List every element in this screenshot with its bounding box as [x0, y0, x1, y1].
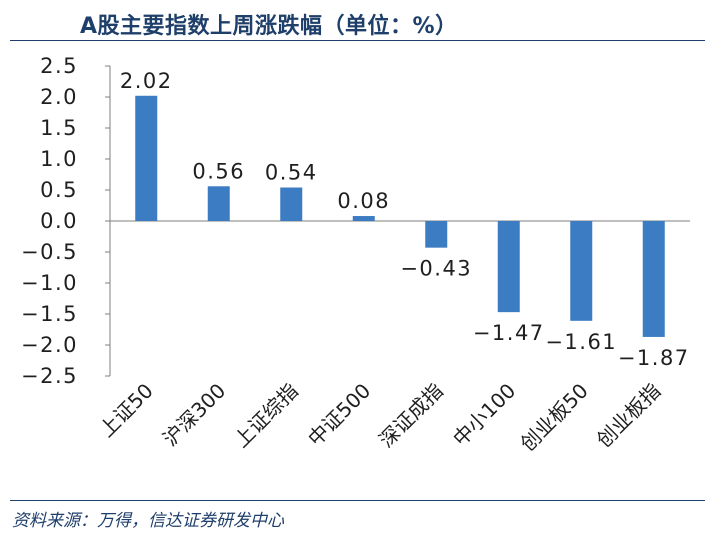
- y-tick-label: −1.5: [21, 302, 78, 326]
- y-tick-label: 1.0: [40, 147, 78, 171]
- footer-divider: [10, 500, 705, 501]
- bar: [570, 221, 593, 321]
- data-label: −1.87: [618, 346, 690, 370]
- y-tick-label: 2.0: [40, 85, 78, 109]
- title-divider: [10, 40, 705, 41]
- y-tick-label: −1.0: [21, 271, 78, 295]
- y-tick-label: −2.0: [21, 333, 78, 357]
- x-tick-label: 中证500: [303, 379, 375, 451]
- data-label: 0.08: [337, 189, 390, 213]
- bar: [280, 187, 303, 221]
- bar: [135, 95, 158, 221]
- y-tick-label: 2.5: [40, 54, 78, 78]
- data-label: −0.43: [400, 257, 472, 281]
- y-tick-label: 1.5: [40, 116, 78, 140]
- source-note: 资料来源：万得，信达证券研发中心: [12, 511, 284, 531]
- x-tick-label: 沪深300: [158, 379, 230, 451]
- x-tick-label: 上证50: [95, 379, 158, 442]
- x-tick-label: 深证成指: [374, 379, 448, 453]
- bar: [207, 186, 230, 221]
- data-label: −1.47: [473, 321, 545, 345]
- data-label: −1.61: [545, 330, 617, 354]
- chart-title: A股主要指数上周涨跌幅（单位：%）: [80, 14, 458, 39]
- data-label: 0.56: [192, 159, 245, 183]
- bar-chart: 2.5 2.0 1.5 1.0 0.5 0.0 −0.5 −1.0 −1.5 −2.0 −2.5 2.…: [21, 54, 690, 456]
- data-label: 2.02: [120, 69, 173, 93]
- x-tick-label: 创业板50: [515, 379, 592, 456]
- y-tick-label: 0.0: [40, 209, 78, 233]
- bar: [497, 221, 520, 313]
- x-tick-label: 创业板指: [592, 379, 666, 453]
- x-tick-label: 中小100: [448, 379, 520, 451]
- y-tick-label: −2.5: [21, 364, 78, 388]
- data-label: 0.54: [265, 161, 318, 185]
- bar: [352, 216, 375, 221]
- y-tick-label: −0.5: [21, 240, 78, 264]
- bar: [425, 221, 448, 248]
- y-tick-label: 0.5: [40, 178, 78, 202]
- x-tick-label: 上证综指: [229, 379, 303, 453]
- bar: [642, 221, 665, 337]
